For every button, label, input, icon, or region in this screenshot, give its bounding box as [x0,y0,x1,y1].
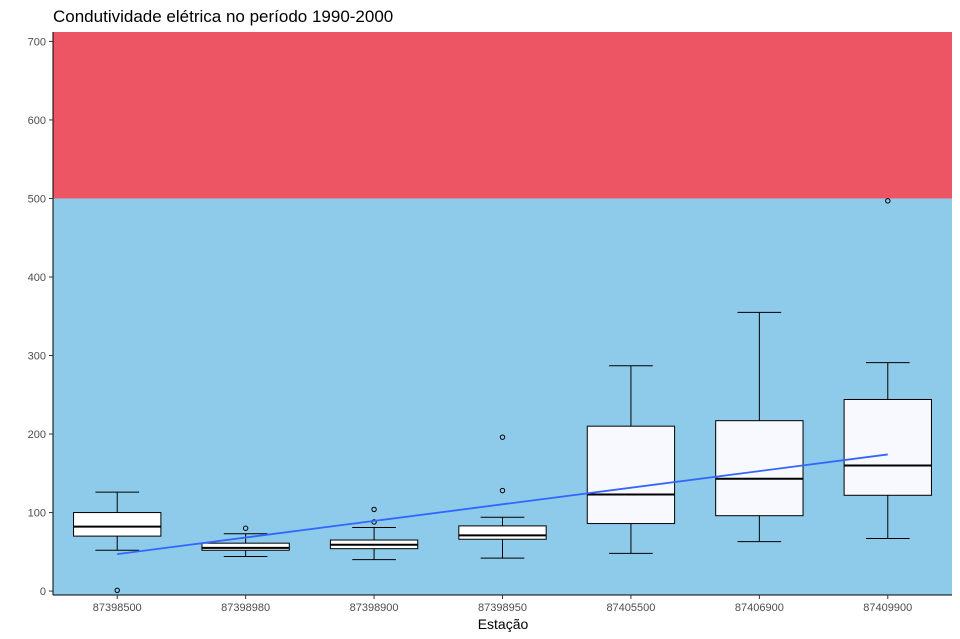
background-bands [53,32,952,596]
y-tick-label: 0 [40,586,46,598]
background-band-1 [53,32,952,199]
x-tick-label: 87398980 [221,602,270,614]
box-iqr [843,398,932,496]
x-tick-label: 87398950 [478,602,527,614]
outlier-point [499,434,506,440]
x-tick-label: 87398900 [350,602,399,614]
box-87398980 [201,525,290,558]
y-tick-label: 200 [28,429,46,441]
x-tick-label: 87398500 [93,602,142,614]
trend-layer [117,453,888,556]
box-iqr [458,525,547,540]
x-tick-label: 87405500 [606,602,655,614]
box-87405500 [586,365,676,554]
y-tick-label: 100 [28,508,46,520]
outlier-point [499,487,506,494]
box-iqr [201,542,290,551]
y-tick-label: 400 [28,272,46,284]
box-87409900 [843,198,932,539]
x-tick-label: 87406900 [735,602,784,614]
y-tick-label: 600 [28,115,46,127]
box-iqr [715,420,804,517]
box-87398900 [329,506,419,561]
outlier-point [114,587,120,593]
box-87398500 [73,491,162,593]
y-tick-label: 500 [28,193,46,205]
outlier-point [242,525,249,531]
chart-title: Condutividade elétrica no período 1990-2… [53,7,393,26]
y-tick-label: 300 [28,351,46,363]
box-iqr [586,425,676,525]
trend-line [117,453,888,556]
box-87398950 [458,434,547,559]
x-tick-label: 87409900 [863,602,912,614]
box-iqr [73,512,162,537]
y-tick-label: 700 [28,36,46,48]
axes-layer: 0 100 200 300 400 500 600 700 87398500 87398980 87… [28,32,952,614]
outlier-point [371,506,377,513]
x-axis-title: Estação [478,616,529,632]
outlier-point [885,198,891,204]
